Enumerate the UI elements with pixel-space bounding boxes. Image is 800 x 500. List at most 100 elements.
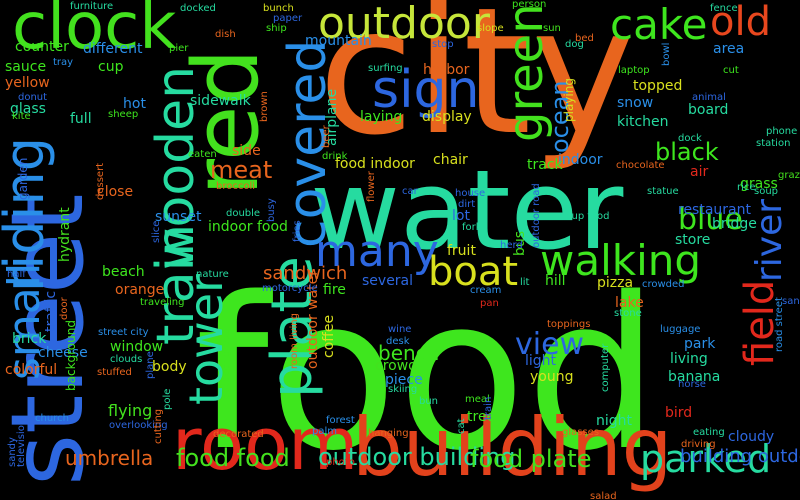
cloud-word: display xyxy=(422,109,472,125)
cloud-word: brick xyxy=(12,331,47,347)
cloud-word: stuffed xyxy=(97,367,132,378)
cloud-word: water xyxy=(310,146,624,274)
cloud-word: tray xyxy=(53,57,74,68)
cloud-word: garden xyxy=(16,157,30,200)
cloud-word: topped xyxy=(633,78,683,94)
cloud-word: luggage xyxy=(660,324,701,335)
cloud-word: bed xyxy=(575,33,594,44)
cloud-word: parked xyxy=(640,437,772,481)
cloud-word: room xyxy=(172,402,359,486)
cloud-word: hot xyxy=(123,96,146,112)
cloud-word: sunset xyxy=(155,209,202,225)
cloud-word: busy xyxy=(266,198,277,222)
cloud-word: room living xyxy=(289,313,300,369)
cloud-word: bridge xyxy=(712,216,757,232)
cloud-word: fire xyxy=(323,282,346,298)
cloud-word: clock xyxy=(12,0,177,64)
cloud-word: car xyxy=(402,186,418,197)
cloud-word: pan xyxy=(480,298,499,309)
cloud-word: cup xyxy=(98,59,124,75)
cloud-word: pizza xyxy=(597,275,634,291)
cloud-word: toppings xyxy=(547,319,591,330)
cloud-word: track xyxy=(527,157,563,173)
cloud-word: bunch xyxy=(263,3,294,14)
cloud-word: bench xyxy=(378,341,440,365)
cloud-word: playing xyxy=(562,78,576,122)
cloud-word: eaten xyxy=(188,149,217,160)
cloud-word: hanging xyxy=(368,428,409,439)
cloud-word: fruit xyxy=(447,243,476,259)
cloud-word: wine xyxy=(388,324,412,335)
cloud-word: traveling xyxy=(140,297,185,308)
cloud-word: full xyxy=(70,111,92,127)
cloud-word: paper xyxy=(273,13,303,24)
cloud-word: night xyxy=(596,413,633,429)
cloud-word: grazing xyxy=(778,170,800,181)
cloud-word: horse xyxy=(678,379,706,390)
cloud-word: beer xyxy=(321,125,332,148)
cloud-word: motorcycle xyxy=(262,283,318,294)
cloud-word: soup xyxy=(754,186,779,197)
cloud-word: decorated xyxy=(213,429,264,440)
cloud-word: pole xyxy=(162,388,173,410)
cloud-word: counter xyxy=(15,39,69,55)
cloud-word: train xyxy=(483,396,494,420)
cloud-word: body xyxy=(152,359,187,375)
cloud-word: cake xyxy=(610,0,708,49)
cloud-word: lit xyxy=(520,277,530,288)
cloud-word: dog xyxy=(565,39,584,50)
cloud-word: kite xyxy=(12,111,31,122)
cloud-word: outdoor building xyxy=(318,443,516,471)
cloud-word: house xyxy=(455,188,486,199)
cloud-word: tree xyxy=(467,409,496,425)
cloud-word: station xyxy=(756,138,791,149)
cloud-word: indoor xyxy=(558,152,603,168)
cloud-word: mountain xyxy=(305,33,372,49)
cloud-word: piece xyxy=(385,372,423,388)
cloud-word: close xyxy=(97,184,134,200)
cloud-word: blue xyxy=(678,202,743,237)
cloud-word: window xyxy=(110,339,164,355)
cloud-word: desk xyxy=(386,336,410,347)
cloud-word: harbor xyxy=(423,62,470,78)
cloud-word: road street xyxy=(774,297,785,352)
cloud-word: several xyxy=(362,273,414,289)
cloud-word: background xyxy=(64,320,78,391)
cloud-word: glasses xyxy=(562,427,600,438)
cloud-word: side xyxy=(232,143,261,159)
cloud-word: fork xyxy=(462,222,482,233)
cloud-word: dessert xyxy=(95,162,106,200)
cloud-word: fence xyxy=(710,3,738,14)
cloud-word: food indoor xyxy=(335,156,415,172)
cloud-word: driving xyxy=(681,439,716,450)
cloud-word: palm xyxy=(312,426,337,437)
cloud-word: meat xyxy=(210,156,273,184)
cloud-word: cut xyxy=(723,65,739,76)
cloud-word: umbrella xyxy=(65,446,154,470)
cloud-word: city xyxy=(318,0,636,174)
cloud-word: television xyxy=(16,418,27,467)
cloud-word: boat xyxy=(428,249,519,295)
cloud-word: cheese xyxy=(38,345,88,361)
cloud-word: slope xyxy=(477,23,504,34)
cloud-word: food xyxy=(195,252,660,497)
cloud-word: nature xyxy=(196,269,229,280)
cloud-word: river xyxy=(749,198,790,282)
cloud-word: indoor food xyxy=(208,219,288,235)
cloud-word: dirt xyxy=(458,199,476,210)
cloud-word: slice xyxy=(151,220,162,243)
cloud-word: walking xyxy=(540,236,702,285)
cloud-word: sandy xyxy=(7,437,18,467)
cloud-word: view xyxy=(515,327,585,362)
cloud-word: sheep xyxy=(108,109,139,120)
cloud-word: stop xyxy=(432,39,454,50)
cloud-word: different xyxy=(83,41,143,57)
cloud-word: colorful xyxy=(5,362,58,378)
cloud-word: sand xyxy=(782,296,800,307)
cloud-word: chocolate xyxy=(616,160,665,171)
cloud-word: dock xyxy=(678,133,702,144)
cloud-word: cream xyxy=(470,285,502,296)
cloud-word: dish xyxy=(215,29,236,40)
cloud-word: beach xyxy=(102,264,145,280)
